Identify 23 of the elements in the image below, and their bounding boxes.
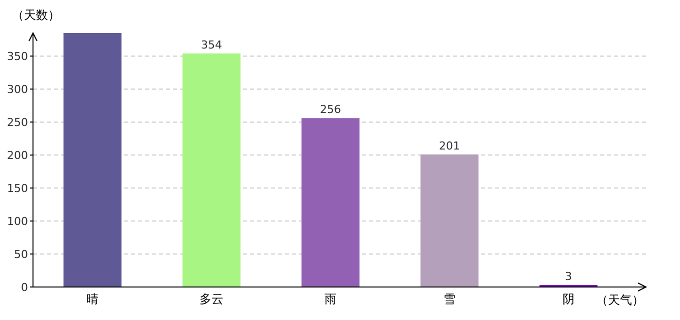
- y-tick-label: 50: [14, 248, 28, 262]
- data-label: 256: [320, 103, 341, 116]
- x-tick-label: 晴: [86, 292, 98, 306]
- y-tick-label: 350: [7, 50, 28, 64]
- y-tick-label: 250: [7, 116, 28, 130]
- x-tick-label: 多云: [200, 292, 224, 306]
- y-axis-title: （天数）: [12, 8, 60, 22]
- x-axis-title: （天气）: [596, 293, 644, 307]
- data-label: 354: [201, 38, 222, 52]
- x-tick-label: 阴: [562, 292, 574, 306]
- y-tick-label: 0: [21, 281, 28, 294]
- y-tick-label: 300: [7, 83, 28, 96]
- x-tick-label: 雨: [324, 292, 336, 306]
- bar: [182, 53, 240, 287]
- y-tick-label: 150: [7, 182, 28, 196]
- x-tick-label: 雪: [444, 292, 456, 306]
- data-label: 3: [565, 270, 572, 284]
- bar: [302, 118, 360, 287]
- y-tick-label: 100: [7, 215, 28, 228]
- bar: [64, 33, 122, 287]
- y-tick-label: 200: [7, 149, 28, 162]
- data-label: 201: [439, 139, 460, 152]
- bar: [420, 154, 478, 287]
